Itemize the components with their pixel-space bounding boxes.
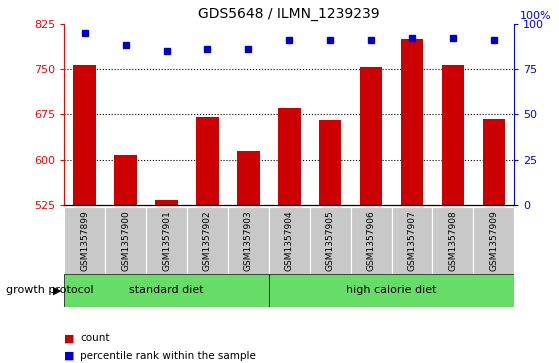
Bar [350,207,391,274]
Bar [360,67,382,205]
Text: count: count [80,333,110,343]
Bar [473,207,514,274]
Bar [401,39,423,205]
Bar [64,274,269,307]
Bar [269,207,310,274]
Bar [391,207,433,274]
Text: GSM1357904: GSM1357904 [285,210,294,271]
Bar [269,274,514,307]
Bar [155,200,178,205]
Bar [228,207,269,274]
Text: standard diet: standard diet [129,285,204,295]
Text: ■: ■ [64,333,75,343]
Text: GSM1357902: GSM1357902 [203,210,212,271]
Bar [442,65,464,205]
Bar [105,207,146,274]
Bar [196,117,219,205]
Text: GSM1357903: GSM1357903 [244,210,253,271]
Text: 100%: 100% [520,11,552,21]
Bar [187,207,228,274]
Bar [237,151,259,205]
Text: ▶: ▶ [53,285,61,295]
Text: GSM1357909: GSM1357909 [489,210,498,271]
Text: GSM1357906: GSM1357906 [367,210,376,271]
Text: growth protocol: growth protocol [6,285,93,295]
Text: GSM1357900: GSM1357900 [121,210,130,271]
Text: percentile rank within the sample: percentile rank within the sample [80,351,256,361]
Bar [319,121,342,205]
Text: GSM1357905: GSM1357905 [326,210,335,271]
Bar [433,207,473,274]
Text: GSM1357899: GSM1357899 [80,210,89,271]
Bar [310,207,350,274]
Bar [73,65,96,205]
Bar [146,207,187,274]
Text: GSM1357901: GSM1357901 [162,210,171,271]
Bar [64,207,105,274]
Bar [278,108,301,205]
Text: GSM1357908: GSM1357908 [448,210,457,271]
Title: GDS5648 / ILMN_1239239: GDS5648 / ILMN_1239239 [198,7,380,21]
Text: ■: ■ [64,351,75,361]
Bar [115,155,137,205]
Text: GSM1357907: GSM1357907 [408,210,416,271]
Text: high calorie diet: high calorie diet [347,285,437,295]
Bar [482,119,505,205]
